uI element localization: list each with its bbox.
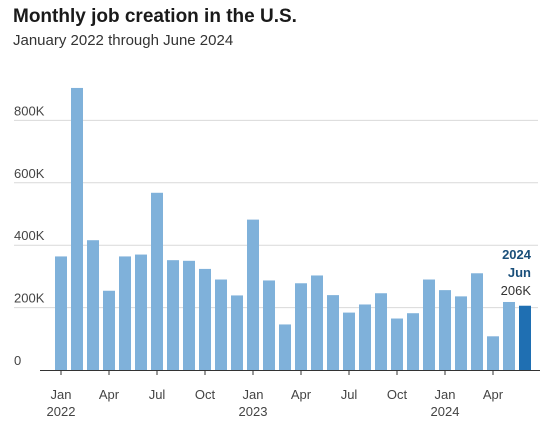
x-tick-label: Jan xyxy=(51,387,72,402)
x-tick-label: Oct xyxy=(387,387,408,402)
bar xyxy=(215,279,227,370)
x-tick-label: Jan xyxy=(243,387,264,402)
chart-title: Monthly job creation in the U.S. xyxy=(13,6,297,27)
bar xyxy=(423,279,435,370)
bar xyxy=(247,219,259,370)
bar xyxy=(55,256,67,370)
bar xyxy=(151,192,163,370)
annotation-year: 2024 xyxy=(502,247,532,262)
y-tick-label: 400K xyxy=(14,228,45,243)
x-tick-label: Jan xyxy=(435,387,456,402)
bar xyxy=(519,305,531,370)
bar xyxy=(375,293,387,370)
bar xyxy=(103,290,115,370)
x-tick-label: Apr xyxy=(483,387,504,402)
y-tick-label: 800K xyxy=(14,103,45,118)
bar xyxy=(327,295,339,370)
chart-subtitle: January 2022 through June 2024 xyxy=(13,32,234,49)
bar xyxy=(135,254,147,370)
x-tick-label: Jul xyxy=(341,387,358,402)
bar xyxy=(503,301,515,370)
bar xyxy=(455,296,467,370)
x-tick-label: Jul xyxy=(149,387,166,402)
bar xyxy=(279,324,291,370)
bar xyxy=(487,336,499,370)
bar xyxy=(71,87,83,371)
bar xyxy=(167,260,179,370)
x-year-label: 2023 xyxy=(239,404,268,419)
y-tick-label: 0 xyxy=(14,353,21,368)
bar xyxy=(87,240,99,370)
bar xyxy=(183,260,195,370)
x-year-label: 2024 xyxy=(431,404,460,419)
bar xyxy=(359,304,371,370)
bar xyxy=(439,290,451,370)
bar xyxy=(471,273,483,370)
x-year-label: 2022 xyxy=(47,404,76,419)
bar xyxy=(311,275,323,370)
x-tick-label: Apr xyxy=(291,387,312,402)
x-tick-label: Oct xyxy=(195,387,216,402)
y-tick-label: 600K xyxy=(14,166,45,181)
annotation-month: Jun xyxy=(508,265,531,280)
bar xyxy=(119,256,131,370)
bar xyxy=(343,312,355,370)
bar xyxy=(263,280,275,370)
x-tick-label: Apr xyxy=(99,387,120,402)
bar xyxy=(199,268,211,370)
bar xyxy=(295,283,307,370)
bar xyxy=(391,318,403,370)
y-tick-label: 200K xyxy=(14,291,45,306)
annotation-value: 206K xyxy=(501,283,532,298)
bar xyxy=(407,313,419,370)
bar xyxy=(231,295,243,370)
